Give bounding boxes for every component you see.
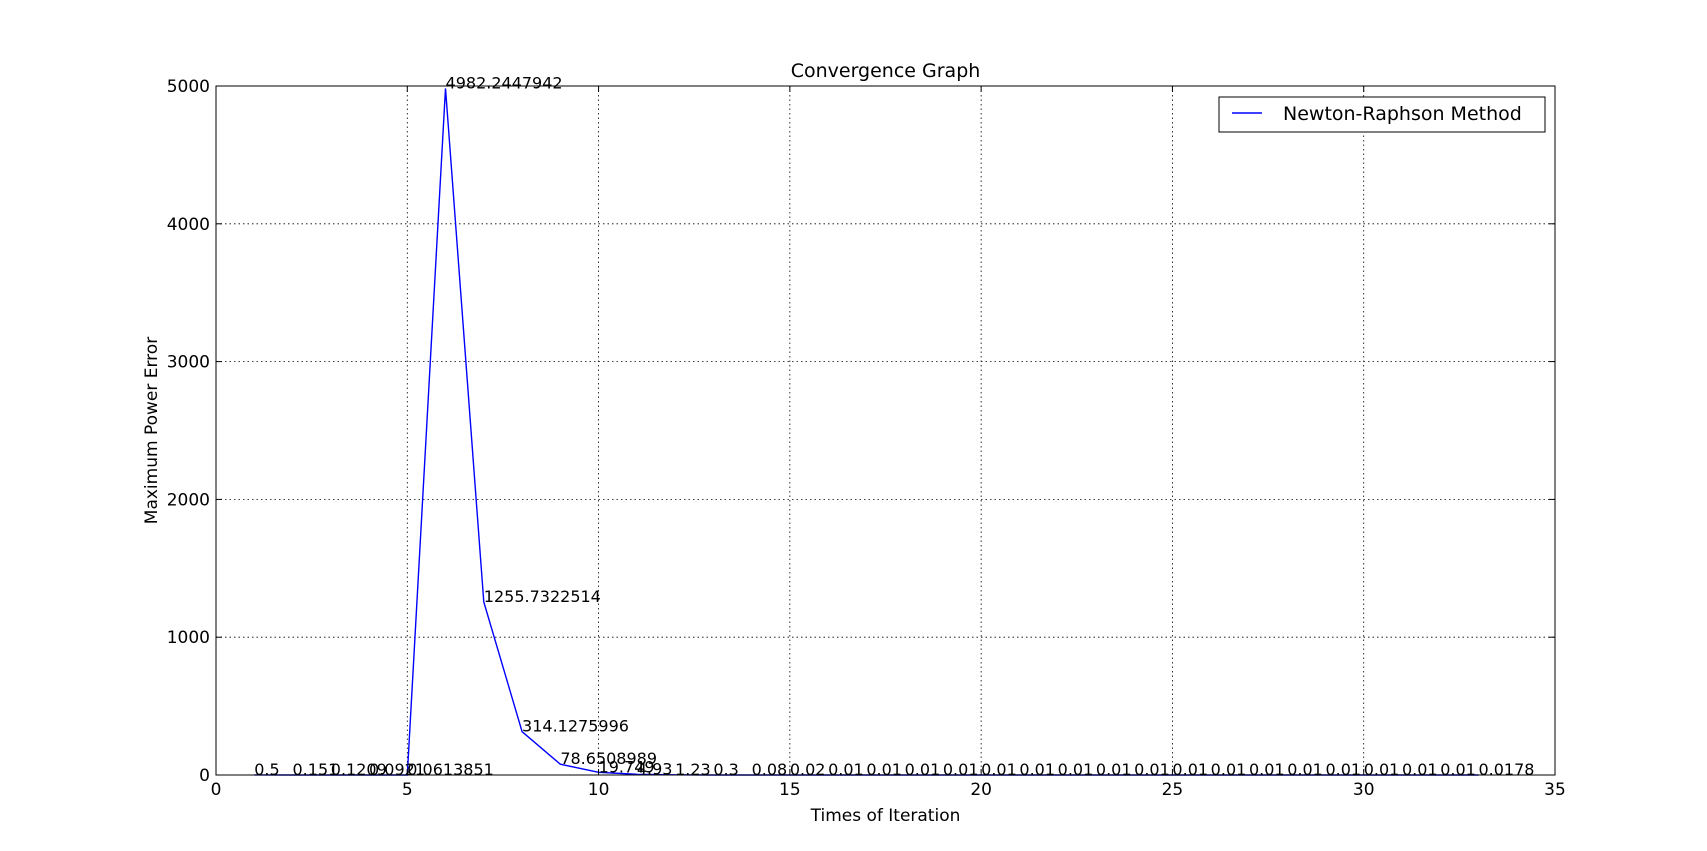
x-tick-label: 0 [211, 780, 222, 800]
data-label: 0.01 [1134, 760, 1170, 779]
data-label: 0.01 [1172, 760, 1208, 779]
data-label: 0.0921 [369, 760, 425, 779]
x-tick-label: 30 [1353, 780, 1375, 800]
data-label: 1255.7322514 [484, 587, 601, 606]
grid-lines [216, 86, 1555, 775]
data-label: 0.01 [1249, 760, 1285, 779]
data-label: 0.01 [1019, 760, 1055, 779]
x-tick-label: 25 [1162, 780, 1184, 800]
y-tick-label: 0 [199, 766, 210, 786]
data-label: 0.01 [1211, 760, 1247, 779]
y-tick-label: 1000 [167, 628, 210, 648]
legend: Newton-Raphson Method [1218, 96, 1546, 133]
data-label: 0.01 [981, 760, 1017, 779]
data-label: 0.01 [866, 760, 902, 779]
data-label: 0.01 [1364, 760, 1400, 779]
x-tick-label: 5 [402, 780, 413, 800]
data-label: 0.01 [1096, 760, 1132, 779]
x-tick-label: 10 [588, 780, 610, 800]
y-tick-label: 3000 [167, 353, 210, 373]
data-label: 0.1209 [331, 760, 387, 779]
data-label: 0.01 [1402, 760, 1438, 779]
data-label: 0.01 [905, 760, 941, 779]
data-label: 78.6508989 [560, 749, 657, 768]
data-label: 0.0178 [1478, 760, 1534, 779]
data-label: 0.01 [1287, 760, 1323, 779]
data-label: 0.01 [1325, 760, 1361, 779]
y-tick-label: 2000 [167, 490, 210, 510]
axes [215, 85, 1556, 776]
legend-label: Newton-Raphson Method [1283, 103, 1522, 125]
data-label: 0.3 [713, 760, 738, 779]
x-tick-label: 15 [779, 780, 801, 800]
data-label: 0.5 [254, 760, 279, 779]
data-label: 1.23 [675, 760, 711, 779]
ticks: 0 5 10 15 20 25 30 35 0 1000 2000 3000 4000 5000 [167, 77, 1566, 800]
data-label: 0.01 [1440, 760, 1476, 779]
y-tick-label: 4000 [167, 215, 210, 235]
plot-frame [215, 85, 1556, 776]
data-label: 0.01 [1058, 760, 1094, 779]
x-tick-label: 20 [970, 780, 992, 800]
data-label: 4982.2447942 [446, 73, 563, 92]
legend-box [1218, 96, 1546, 133]
data-label: 314.1275996 [522, 717, 629, 736]
x-axis-label: Times of Iteration [810, 806, 961, 826]
data-label: 0.08 [752, 760, 788, 779]
data-label: 0.01 [943, 760, 979, 779]
data-label: 0.0613851 [407, 760, 494, 779]
x-tick-label: 35 [1544, 780, 1566, 800]
data-label: 0.02 [790, 760, 826, 779]
data-label: 0.01 [828, 760, 864, 779]
data-label: 0.151 [293, 760, 339, 779]
series-line [254, 88, 1479, 776]
data-label: 4.93 [637, 759, 673, 778]
series-lines [254, 88, 1479, 776]
y-tick-label: 5000 [167, 77, 210, 97]
data-label: 19.749 [599, 757, 655, 776]
chart-title: Convergence Graph [791, 60, 981, 82]
y-axis-label: Maximum Power Error [142, 337, 162, 524]
